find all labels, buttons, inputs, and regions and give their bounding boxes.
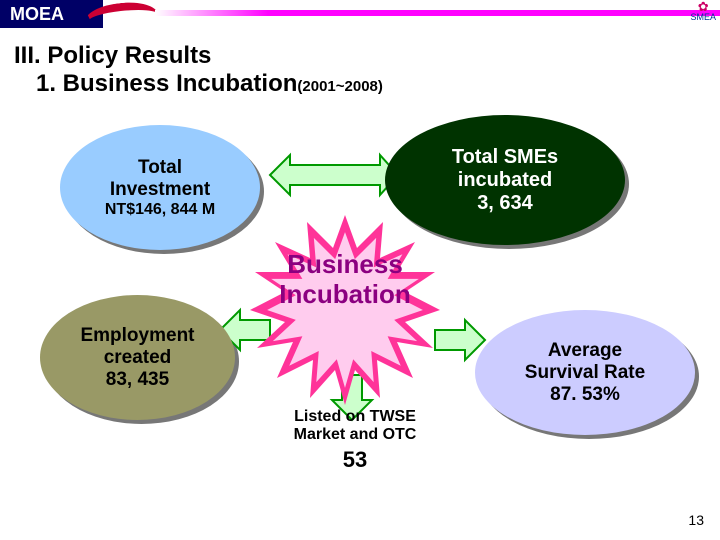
header-bar: MOEA ✿ SMEA [0, 0, 720, 28]
ellipse-smes: Total SMEs incubated 3, 634 [385, 115, 625, 245]
listed-block: Listed on TWSE Market and OTC 53 [260, 408, 450, 473]
title-main: III. Policy Results [14, 42, 720, 70]
ellipse-employment: Employment created 83, 435 [40, 295, 235, 420]
smea-logo: ✿ SMEA [690, 2, 716, 22]
flower-icon: ✿ [690, 2, 716, 12]
ellipse-investment: Total Investment NT$146, 844 M [60, 125, 260, 250]
starburst: Business Incubation [235, 210, 455, 410]
smea-label: SMEA [690, 12, 716, 22]
ellipse-survival: Average Survival Rate 87. 53% [475, 310, 695, 435]
arrow-top-right [260, 145, 400, 205]
diagram-canvas: Business Incubation Total Investment NT$… [0, 115, 720, 515]
page-number: 13 [688, 512, 704, 528]
header-gradient [155, 10, 720, 16]
starburst-label: Business Incubation [235, 250, 455, 310]
title-block: III. Policy Results 1. Business Incubati… [14, 42, 720, 98]
moea-label: MOEA [0, 0, 95, 28]
title-sub: 1. Business Incubation(2001~2008) [36, 70, 720, 98]
